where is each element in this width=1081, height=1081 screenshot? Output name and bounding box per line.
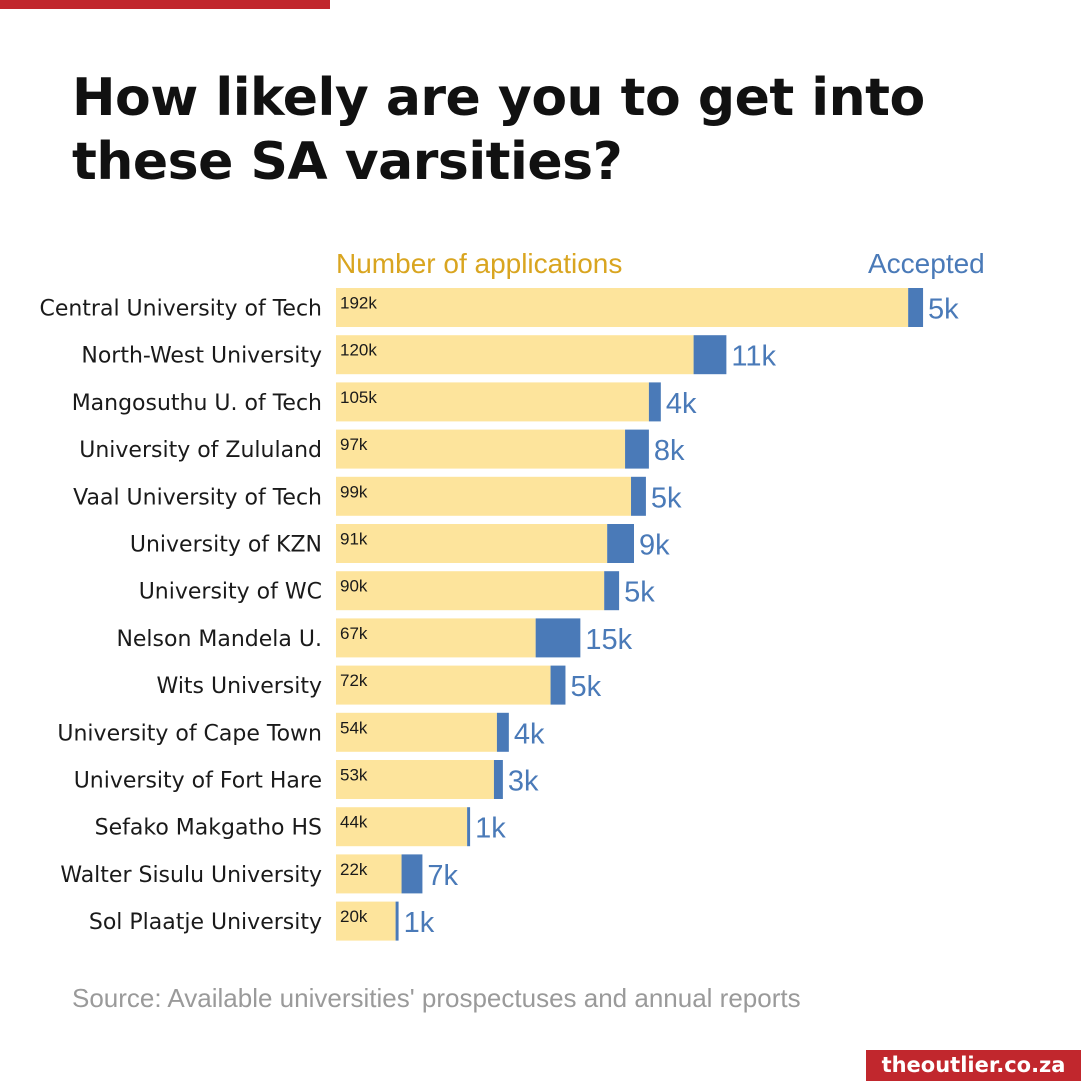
accepted-bar xyxy=(496,712,509,752)
accepted-value-label: 5k xyxy=(928,294,959,326)
category-label: Nelson Mandela U. xyxy=(116,627,322,652)
applications-bar xyxy=(336,760,494,799)
applications-value-label: 105k xyxy=(340,388,377,407)
accepted-value-label: 9k xyxy=(639,530,670,562)
applications-bar xyxy=(336,854,402,894)
accepted-bar xyxy=(625,429,649,469)
accepted-value-label: 3k xyxy=(508,766,539,798)
accepted-bar xyxy=(395,901,399,941)
applications-bar xyxy=(336,382,649,422)
applications-value-label: 91k xyxy=(340,530,368,549)
accepted-bar xyxy=(604,571,620,611)
applications-bar xyxy=(336,524,608,563)
category-label: Mangosuthu U. of Tech xyxy=(72,391,322,416)
accepted-value-label: 5k xyxy=(624,577,655,609)
category-label: University of Fort Hare xyxy=(74,769,322,794)
applications-value-label: 54k xyxy=(340,718,368,737)
applications-value-label: 192k xyxy=(340,294,377,313)
accepted-value-label: 8k xyxy=(654,435,685,467)
category-label: University of Cape Town xyxy=(57,721,322,746)
applications-value-label: 97k xyxy=(340,435,368,454)
accepted-bar xyxy=(535,618,581,658)
chart-title: How likely are you to get into these SA … xyxy=(72,66,1032,194)
category-label: Sefako Makgatho HS xyxy=(95,816,322,841)
category-label: Central University of Tech xyxy=(39,297,322,322)
accepted-value-label: 5k xyxy=(651,482,682,514)
source-note: Source: Available universities' prospect… xyxy=(72,983,801,1013)
accepted-bar xyxy=(693,335,727,375)
accepted-value-label: 4k xyxy=(666,388,697,420)
applications-value-label: 22k xyxy=(340,860,368,879)
chart-title-line-1: How likely are you to get into xyxy=(72,68,925,128)
applications-value-label: 72k xyxy=(340,671,368,690)
accepted-value-label: 1k xyxy=(404,907,435,939)
applications-bar xyxy=(336,335,694,375)
applications-value-label: 120k xyxy=(340,341,377,360)
applications-bar xyxy=(336,571,605,611)
top-accent-stripe xyxy=(0,0,330,9)
applications-bar xyxy=(336,429,626,469)
accepted-bar xyxy=(467,807,471,847)
category-label: Wits University xyxy=(157,674,322,699)
category-label: University of Zululand xyxy=(79,438,322,463)
legend-accepted: Accepted xyxy=(868,248,985,279)
accepted-value-label: 15k xyxy=(585,624,632,656)
accepted-bar xyxy=(607,524,634,563)
accepted-bar xyxy=(908,288,924,327)
category-label: Walter Sisulu University xyxy=(60,863,322,888)
brand-badge[interactable]: theoutlier.co.za xyxy=(866,1050,1081,1081)
accepted-bar xyxy=(550,665,566,705)
category-label: Vaal University of Tech xyxy=(73,485,322,510)
accepted-bar xyxy=(401,854,423,894)
applications-bar xyxy=(336,618,536,658)
chart-title-line-2: these SA varsities? xyxy=(72,132,623,192)
category-label: North-West University xyxy=(81,344,322,369)
applications-bar xyxy=(336,288,909,327)
accepted-value-label: 1k xyxy=(475,813,506,845)
category-label: University of WC xyxy=(139,580,322,605)
applications-bar xyxy=(336,901,396,941)
category-label: University of KZN xyxy=(130,533,322,558)
legend-applications: Number of applications xyxy=(336,248,623,279)
applications-value-label: 90k xyxy=(340,577,368,596)
applications-bar xyxy=(336,665,551,705)
accepted-bar xyxy=(493,760,503,799)
accepted-value-label: 11k xyxy=(731,341,776,373)
applications-bar xyxy=(336,476,632,516)
accepted-value-label: 7k xyxy=(427,860,458,892)
applications-value-label: 53k xyxy=(340,766,368,785)
applications-value-label: 20k xyxy=(340,907,368,926)
applications-value-label: 44k xyxy=(340,813,368,832)
accepted-bar xyxy=(631,476,646,516)
applications-value-label: 99k xyxy=(340,482,368,501)
category-label: Sol Plaatje University xyxy=(89,910,322,935)
accepted-value-label: 4k xyxy=(514,718,545,750)
applications-bar xyxy=(336,712,497,752)
applications-bar xyxy=(336,807,468,847)
applications-value-label: 67k xyxy=(340,624,368,643)
accepted-value-label: 5k xyxy=(570,671,601,703)
accepted-bar xyxy=(648,382,661,422)
